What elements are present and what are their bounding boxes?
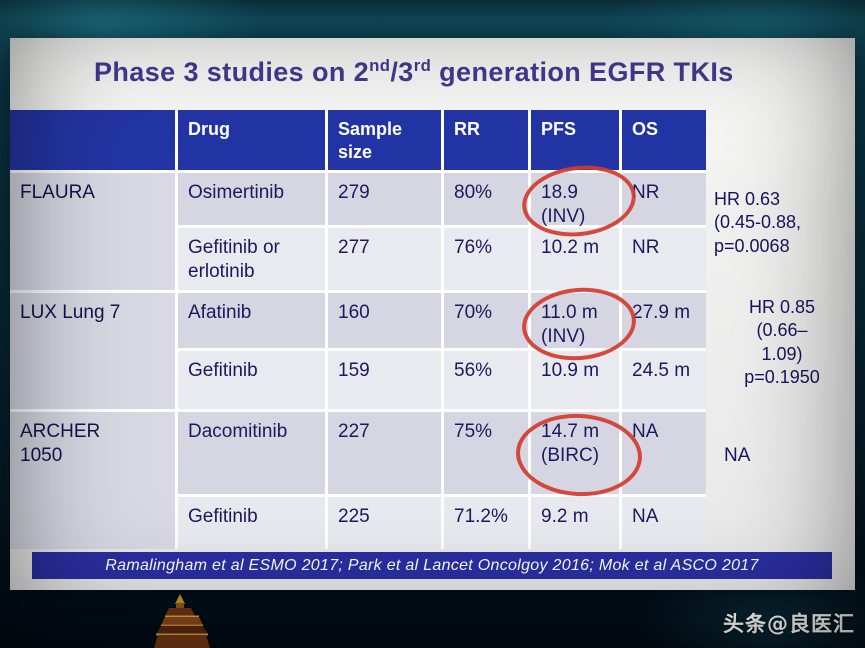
slide-title: Phase 3 studies on 2nd/3rd generation EG…	[94, 56, 834, 88]
cell-os: 24.5 m	[622, 351, 706, 409]
hr-annotation-lux-lung-7: HR 0.85 (0.66– 1.09) p=0.1950	[744, 297, 820, 388]
cell-rr: 75%	[444, 412, 528, 494]
title-text-1: Phase 3 studies on 2	[94, 57, 370, 87]
cell-pfs: 10.2 m	[531, 228, 619, 290]
cell-pfs: 18.9 (INV)	[531, 173, 619, 227]
hr-annotation-flaura: HR 0.63 (0.45-0.88, p=0.0068	[714, 189, 802, 256]
cell-sample-size: 277	[328, 228, 441, 290]
header-pfs: PFS	[531, 110, 619, 170]
header-study	[10, 110, 175, 170]
watermark-text: 头条@良医汇	[723, 612, 855, 636]
cell-rr: 76%	[444, 228, 528, 290]
studies-table: Drug Sample size RR PFS OS FLAURA LUX Lu…	[10, 110, 706, 549]
title-text-2: /3	[390, 57, 414, 87]
cell-os: NA	[622, 412, 706, 494]
cell-sample-size: 225	[328, 497, 441, 549]
title-text-3: generation EGFR TKIs	[431, 57, 734, 87]
cell-os: NR	[622, 173, 706, 225]
cell-pfs: 14.7 m (BIRC)	[531, 412, 619, 494]
cell-sample-size: 227	[328, 412, 441, 494]
cell-rr: 71.2%	[444, 497, 528, 549]
cell-drug: Afatinib	[178, 293, 325, 348]
cell-study-archer-1050: ARCHER 1050	[10, 412, 175, 549]
header-os: OS	[622, 110, 706, 170]
cell-drug: Gefitinib	[178, 497, 325, 549]
title-superscript-nd: nd	[369, 56, 391, 75]
cell-os: 27.9 m	[622, 293, 706, 348]
cell-drug: Gefitinib or erlotinib	[178, 228, 325, 290]
cell-rr: 70%	[444, 293, 528, 348]
cell-os: NR	[622, 228, 706, 290]
citation-footer: Ramalingham et al ESMO 2017; Park et al …	[32, 552, 832, 579]
cell-drug: Dacomitinib	[178, 412, 325, 494]
header-rr: RR	[444, 110, 528, 170]
cell-pfs: 9.2 m	[531, 497, 619, 549]
cell-drug: Osimertinib	[178, 173, 325, 225]
header-drug: Drug	[178, 110, 325, 170]
cell-os: NA	[622, 497, 706, 549]
cell-rr: 80%	[444, 173, 528, 225]
hr-annotation-archer-1050: NA	[724, 445, 751, 466]
cell-drug: Gefitinib	[178, 351, 325, 409]
title-superscript-rd: rd	[413, 56, 432, 75]
watermark: 头条@良医汇	[723, 608, 855, 638]
cell-sample-size: 279	[328, 173, 441, 225]
cell-sample-size: 160	[328, 293, 441, 348]
cell-sample-size: 159	[328, 351, 441, 409]
cell-study-lux-lung-7: LUX Lung 7	[10, 293, 175, 409]
presentation-slide: Phase 3 studies on 2nd/3rd generation EG…	[10, 38, 855, 590]
cell-rr: 56%	[444, 351, 528, 409]
cell-study-flaura: FLAURA	[10, 173, 175, 290]
header-sample-size: Sample size	[328, 110, 441, 170]
cell-pfs: 11.0 m (INV)	[531, 293, 619, 348]
statue-object	[154, 594, 210, 648]
cell-pfs: 10.9 m	[531, 351, 619, 409]
